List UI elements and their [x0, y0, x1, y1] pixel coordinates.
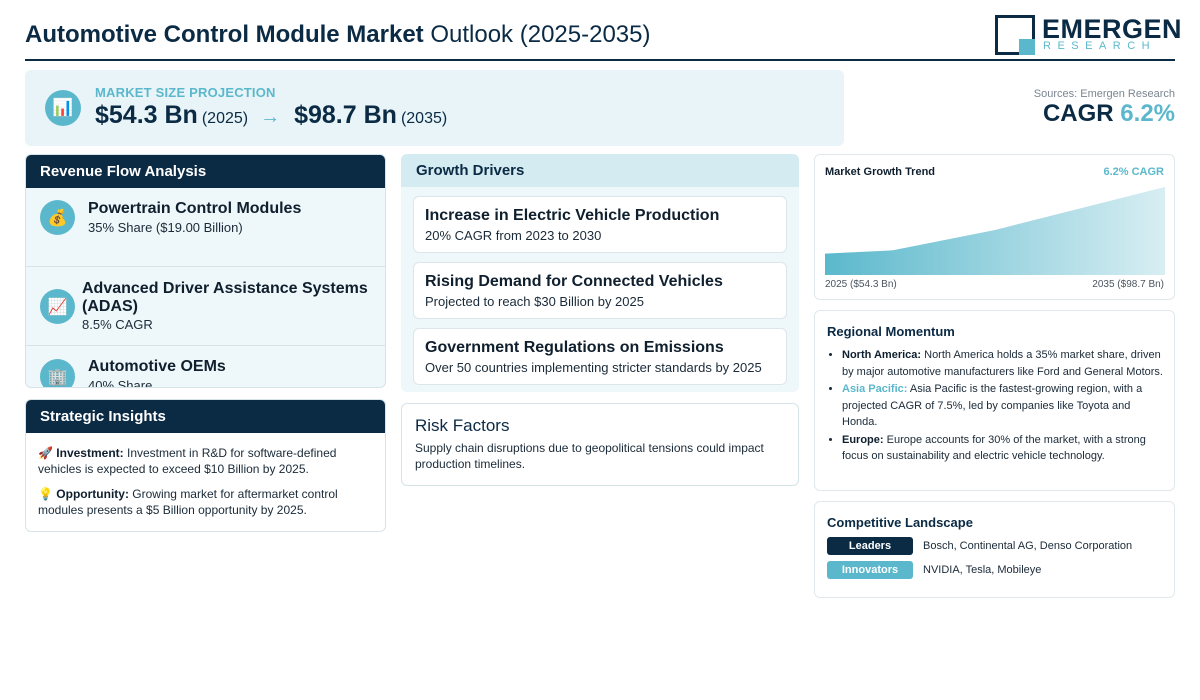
competitive-landscape-title: Competitive Landscape: [827, 515, 973, 530]
cagr-summary: CAGR 6.2%: [1043, 100, 1175, 128]
driver-sub: 20% CAGR from 2023 to 2030: [425, 228, 602, 243]
cagr-label: CAGR: [1042, 100, 1114, 127]
risk-factors-panel: Risk Factors Supply chain disruptions du…: [401, 403, 799, 486]
projection-values: $54.3 Bn (2025) → $98.7 Bn (2035): [95, 101, 447, 130]
innovators-badge: Innovators: [827, 561, 913, 579]
revenue-item-title: Advanced Driver Assistance Systems (ADAS…: [82, 280, 368, 315]
projection-start-year: (2025): [201, 110, 249, 127]
page-title-bold: Automotive Control Module Market: [25, 21, 424, 48]
region-text: Europe accounts for 30% of the market, w…: [842, 433, 1146, 463]
rocket-icon: 🚀: [38, 446, 53, 460]
driver-title: Government Regulations on Emissions: [425, 339, 724, 356]
insight-text: Investment in R&D for software-defined v…: [38, 446, 337, 476]
risk-factors-text: Supply chain disruptions due to geopolit…: [415, 441, 764, 471]
market-size-projection: 📊 MARKET SIZE PROJECTION $54.3 Bn (2025) →…: [25, 70, 844, 146]
driver-title: Increase in Electric Vehicle Production: [425, 207, 720, 224]
trend-start-label: 2025 ($54.3 Bn): [825, 279, 897, 290]
revenue-item: 💰 Powertrain Control Modules 35% Share (…: [26, 188, 385, 267]
growth-drivers-panel: Growth Drivers Increase in Electric Vehi…: [401, 154, 799, 392]
regional-momentum-title: Regional Momentum: [827, 324, 955, 339]
risk-factors-title: Risk Factors: [415, 416, 510, 435]
region-item: Asia Pacific: Asia Pacific is the fastes…: [842, 381, 1164, 431]
driver-sub: Projected to reach $30 Billion by 2025: [425, 294, 644, 309]
bar-chart-icon: 📊: [45, 90, 81, 126]
building-icon: 🏢: [40, 359, 75, 387]
page-header: Automotive Control Module Market Outlook…: [25, 12, 1182, 61]
revenue-item-sub: 40% Share: [88, 378, 153, 388]
revenue-item-title: Powertrain Control Modules: [88, 200, 302, 217]
trend-title: Market Growth Trend: [825, 166, 936, 178]
driver-card: Rising Demand for Connected Vehicles Pro…: [413, 262, 787, 319]
driver-title: Rising Demand for Connected Vehicles: [425, 273, 723, 290]
revenue-item: 📈 Advanced Driver Assistance Systems (AD…: [26, 267, 385, 346]
region-label: North America:: [842, 349, 922, 361]
projection-end-value: $98.7 Bn: [294, 101, 397, 129]
region-text: North America holds a 35% market share, …: [842, 349, 1163, 378]
arrow-right-icon: →: [260, 106, 281, 128]
insight-text: Growing market for aftermarket control m…: [38, 487, 338, 517]
leaders-badge: Leaders: [827, 537, 913, 555]
revenue-flow-title: Revenue Flow Analysis: [26, 155, 385, 188]
revenue-item-sub: 8.5% CAGR: [82, 317, 153, 332]
insight-item: 💡 Opportunity: Growing market for afterm…: [26, 486, 385, 518]
projection-start-value: $54.3 Bn: [95, 101, 198, 129]
logo-name: EMERGEN: [1042, 14, 1183, 44]
driver-card: Government Regulations on Emissions Over…: [413, 328, 787, 385]
region-text: Asia Pacific is the fastest-growing regi…: [842, 383, 1143, 428]
revenue-item-sub: 35% Share ($19.00 Billion): [88, 220, 243, 235]
lightbulb-icon: 💡: [38, 487, 53, 501]
growth-area-chart: [825, 186, 1165, 275]
projection-end-year: (2035): [400, 110, 448, 127]
market-growth-trend-panel: Market Growth Trend 6.2% CAGR 2025 ($54.…: [814, 154, 1175, 300]
leaders-text: Bosch, Continental AG, Denso Corporation: [923, 540, 1133, 552]
regional-momentum-panel: Regional Momentum North America: North A…: [814, 310, 1175, 491]
trend-up-icon: 📈: [40, 289, 75, 324]
emergen-logo: EMERGEN RESEARCH: [995, 14, 1182, 56]
trend-end-label: 2035 ($98.7 Bn): [1092, 279, 1164, 290]
region-item: Europe: Europe accounts for 30% of the m…: [842, 432, 1164, 465]
region-label: Europe:: [842, 433, 884, 446]
strategic-insights-panel: Strategic Insights 🚀 Investment: Investm…: [25, 399, 386, 532]
insight-item: 🚀 Investment: Investment in R&D for soft…: [26, 445, 385, 477]
page-title-rest: Outlook (2025-2035): [430, 21, 651, 48]
revenue-item: 🏢 Automotive OEMs 40% Share: [26, 346, 385, 388]
insight-label: Opportunity:: [56, 487, 129, 501]
region-item: North America: North America holds a 35%…: [842, 347, 1164, 380]
driver-sub: Over 50 countries implementing stricter …: [425, 360, 762, 375]
projection-label: MARKET SIZE PROJECTION: [95, 85, 276, 100]
growth-area-series: [825, 186, 1165, 275]
trend-cagr: 6.2% CAGR: [1103, 166, 1164, 178]
money-bag-icon: 💰: [40, 200, 75, 235]
revenue-flow-panel: Revenue Flow Analysis 💰 Powertrain Contr…: [25, 154, 386, 388]
strategic-insights-title: Strategic Insights: [26, 400, 385, 433]
insight-label: Investment:: [56, 446, 124, 460]
competitive-landscape-panel: Competitive Landscape Leaders Bosch, Con…: [814, 501, 1175, 598]
driver-card: Increase in Electric Vehicle Production …: [413, 196, 787, 253]
page-title: Automotive Control Module Market Outlook…: [25, 21, 650, 49]
regional-list: North America: North America holds a 35%…: [842, 347, 1164, 466]
logo-mark-icon: [995, 15, 1035, 55]
logo-subtitle: RESEARCH: [1043, 40, 1157, 52]
innovators-text: NVIDIA, Tesla, Mobileye: [923, 564, 1042, 576]
region-label: Asia Pacific:: [842, 383, 908, 395]
revenue-item-title: Automotive OEMs: [88, 358, 226, 375]
cagr-value: 6.2%: [1120, 100, 1175, 127]
growth-drivers-title: Growth Drivers: [401, 154, 799, 187]
sources-note: Sources: Emergen Research: [1033, 88, 1175, 100]
